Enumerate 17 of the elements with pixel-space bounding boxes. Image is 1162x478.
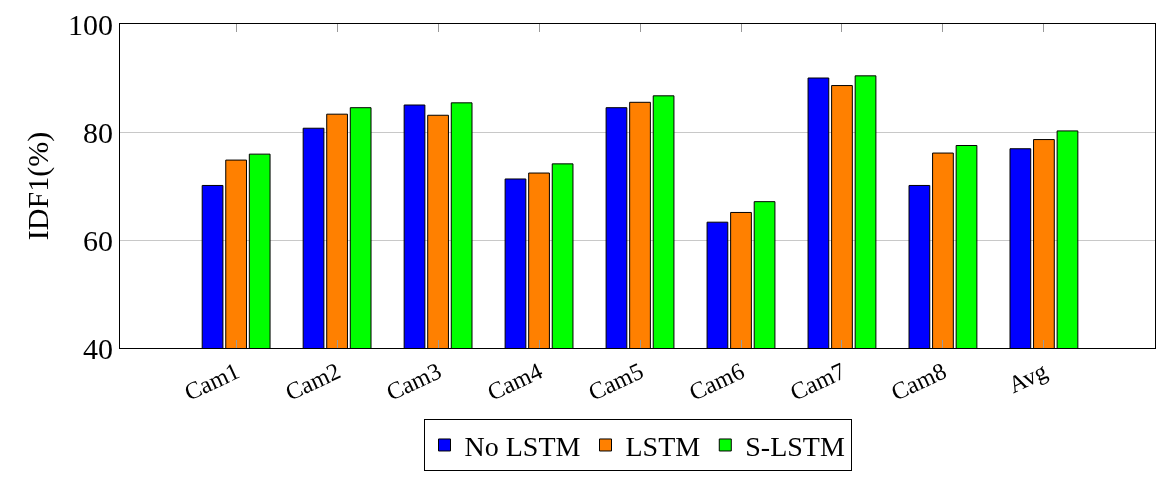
legend-label: No LSTM [464, 430, 581, 462]
y-tick-label: 60 [83, 223, 113, 257]
y-tick-label: 40 [83, 331, 113, 365]
x-tick-label: Cam2 [281, 357, 345, 406]
y-axis-title: IDF1(%) [21, 131, 55, 241]
x-tick-label: Cam6 [685, 357, 749, 406]
y-tick-label: 80 [83, 115, 113, 149]
x-tick-label: Cam4 [483, 357, 547, 406]
x-tick-label: Avg [1004, 357, 1052, 398]
x-tick-label: Cam3 [382, 357, 446, 406]
legend-label: S-LSTM [745, 430, 845, 462]
y-tick-label: 100 [68, 7, 113, 41]
x-tick-label: Cam7 [786, 357, 850, 406]
legend-label: LSTM [625, 430, 701, 462]
x-tick-label: Cam1 [180, 357, 244, 406]
x-tick-label: Cam8 [887, 357, 951, 406]
x-tick-label: Cam5 [584, 357, 648, 406]
